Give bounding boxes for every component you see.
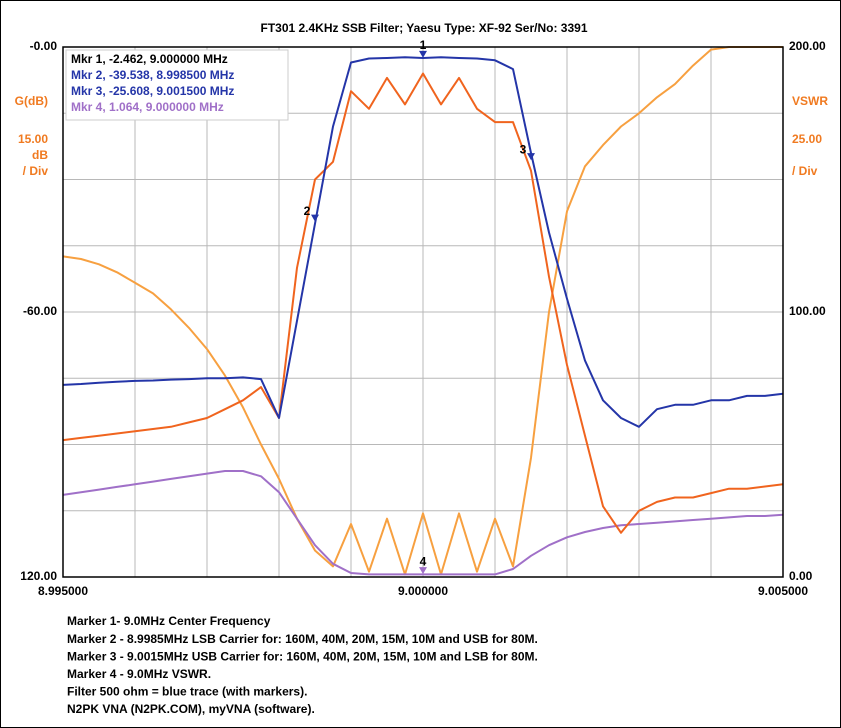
marker-triangle (419, 50, 427, 58)
x-tick-label: 8.995000 (38, 584, 88, 598)
note: N2PK VNA (N2PK.COM), myVNA (software). (67, 702, 315, 716)
marker-legend-box (65, 49, 289, 121)
marker-label: 3 (520, 142, 527, 156)
y2-tick-label: 100.00 (789, 304, 826, 318)
note: Marker 2 - 8.9985MHz LSB Carrier for: 16… (67, 632, 538, 646)
plot-frame (62, 46, 784, 578)
marker-legend-text: Mkr 1, -2.462, 9.000000 MHz (71, 52, 228, 66)
y-tick-label: 120.00 (20, 569, 57, 583)
chart-title: FT301 2.4KHz SSB Filter; Yaesu Type: XF-… (260, 21, 587, 35)
series-line (62, 470, 784, 576)
note: Marker 3 - 9.0015MHz USB Carrier for: 16… (67, 649, 538, 663)
y-tick-label: -60.00 (23, 304, 57, 318)
series-line (62, 72, 784, 534)
marker-triangle (419, 567, 427, 575)
y-axis-label: G(dB) (15, 94, 48, 108)
y2-tick-label: 200.00 (789, 39, 826, 53)
note: Marker 1- 9.0MHz Center Frequency (67, 614, 271, 628)
note: Marker 4 - 9.0MHz VSWR. (67, 667, 211, 681)
y-scale: 15.00 (18, 132, 48, 146)
y2-scale: 25.00 (792, 132, 822, 146)
marker-label: 4 (420, 554, 427, 568)
x-tick-label: 9.000000 (398, 584, 448, 598)
marker-label: 1 (420, 38, 427, 52)
y2-tick-label: 0.00 (789, 569, 813, 583)
marker-label: 2 (304, 204, 311, 218)
series-line (62, 46, 783, 576)
marker-triangle (311, 214, 319, 222)
y2-axis-label: VSWR (792, 94, 828, 108)
y-div: / Div (23, 164, 49, 178)
y-unit: dB (32, 148, 48, 162)
note: Filter 500 ohm = blue trace (with marker… (67, 685, 307, 699)
y-tick-label: -0.00 (30, 39, 58, 53)
marker-legend-text: Mkr 4, 1.064, 9.000000 MHz (71, 100, 224, 114)
marker-legend-text: Mkr 2, -39.538, 8.998500 MHz (71, 68, 234, 82)
x-tick-label: 9.005000 (758, 584, 808, 598)
y2-div: / Div (792, 164, 818, 178)
series-line (62, 56, 784, 428)
marker-triangle (527, 153, 535, 161)
marker-legend-text: Mkr 3, -25.608, 9.001500 MHz (71, 84, 234, 98)
